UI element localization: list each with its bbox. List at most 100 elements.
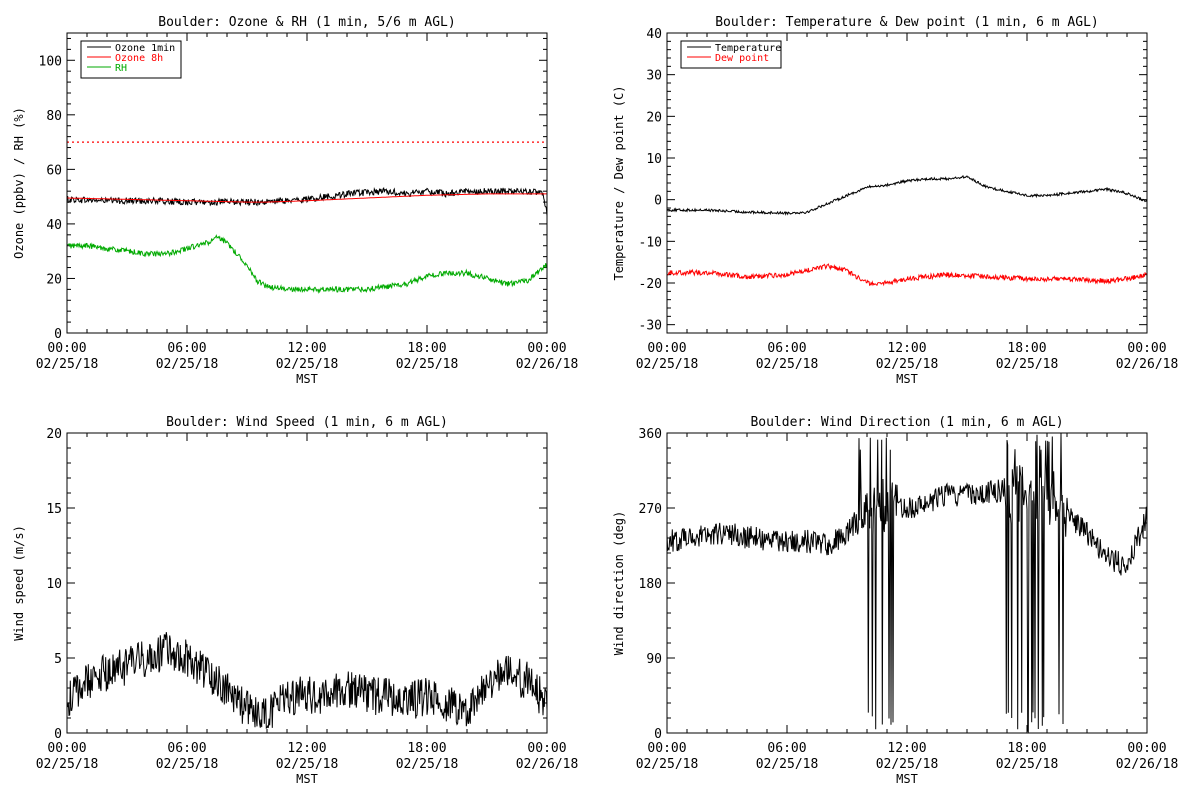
y-tick-label: 0 — [654, 194, 662, 209]
x-tick-label: 00:00 — [527, 341, 566, 356]
y-tick-label: 20 — [46, 427, 62, 442]
y-axis-label: Wind speed (m/s) — [12, 525, 26, 641]
series-line-1 — [67, 187, 547, 216]
x-axis-label: MST — [296, 772, 318, 786]
x-tick-date-label: 02/25/18 — [396, 357, 459, 372]
x-tick-date-label: 02/25/18 — [36, 357, 99, 372]
plot-frame — [66, 32, 548, 334]
legend-label-3: RH — [115, 63, 127, 74]
y-tick-label: 60 — [46, 163, 62, 178]
x-tick-date-label: 02/25/18 — [876, 357, 939, 372]
series-line-2 — [667, 263, 1147, 287]
x-tick-date-label: 02/25/18 — [276, 757, 339, 772]
x-axis-label: MST — [896, 372, 918, 386]
y-axis-label: Temperature / Dew point (C) — [612, 85, 626, 280]
chart-panel-1: Boulder: Ozone & RH (1 min, 5/6 m AGL)00… — [12, 15, 578, 386]
x-tick-label: 12:00 — [287, 741, 326, 756]
series-group — [667, 433, 1147, 733]
x-tick-label: 06:00 — [167, 741, 206, 756]
y-tick-label: 30 — [646, 69, 662, 84]
series-line-3 — [67, 234, 547, 294]
plot-frame — [666, 432, 1148, 734]
series-group — [667, 175, 1147, 287]
chart-title: Boulder: Wind Direction (1 min, 6 m AGL) — [750, 415, 1063, 430]
legend-label-1: Temperature — [715, 43, 781, 54]
x-tick-label: 00:00 — [647, 341, 686, 356]
y-tick-label: 270 — [639, 502, 662, 517]
y-tick-label: 40 — [46, 218, 62, 233]
y-tick-label: -30 — [639, 319, 662, 334]
x-tick-label: 06:00 — [767, 341, 806, 356]
x-tick-label: 12:00 — [887, 341, 926, 356]
x-tick-label: 00:00 — [1127, 341, 1166, 356]
x-tick-date-label: 02/26/18 — [516, 357, 579, 372]
chart-title: Boulder: Temperature & Dew point (1 min,… — [715, 15, 1099, 30]
x-tick-date-label: 02/25/18 — [756, 757, 819, 772]
y-tick-label: 15 — [46, 502, 62, 517]
chart-panel-3: Boulder: Wind Speed (1 min, 6 m AGL) 00:0… — [12, 415, 578, 786]
y-tick-label: -10 — [639, 235, 662, 250]
x-tick-date-label: 02/25/18 — [276, 357, 339, 372]
y-tick-label: 180 — [639, 577, 662, 592]
plot-frame — [666, 32, 1148, 334]
x-tick-date-label: 02/25/18 — [36, 757, 99, 772]
series-line-1 — [67, 632, 547, 729]
x-tick-date-label: 02/26/18 — [516, 757, 579, 772]
y-axis-label: Wind direction (deg) — [612, 511, 626, 656]
chart-title: Boulder: Wind Speed (1 min, 6 m AGL) — [166, 415, 448, 430]
y-axis-label: Ozone (ppbv) / RH (%) — [12, 107, 26, 259]
x-tick-label: 00:00 — [527, 741, 566, 756]
x-tick-label: 00:00 — [47, 341, 86, 356]
x-tick-date-label: 02/25/18 — [756, 357, 819, 372]
x-tick-date-label: 02/25/18 — [996, 757, 1059, 772]
y-tick-label: 360 — [639, 427, 662, 442]
x-tick-date-label: 02/25/18 — [996, 357, 1059, 372]
legend-label-2: Ozone 8h — [115, 53, 163, 64]
x-axis-label: MST — [296, 372, 318, 386]
chart-panel-2: Boulder: Temperature & Dew point (1 min,… — [612, 15, 1178, 386]
x-tick-label: 18:00 — [407, 741, 446, 756]
y-tick-label: 0 — [654, 727, 662, 742]
y-tick-label: 20 — [646, 110, 662, 125]
y-tick-label: 40 — [646, 27, 662, 42]
y-tick-label: 20 — [46, 272, 62, 287]
x-tick-label: 00:00 — [647, 741, 686, 756]
x-tick-date-label: 02/25/18 — [876, 757, 939, 772]
x-tick-label: 00:00 — [1127, 741, 1166, 756]
series-line-1 — [667, 175, 1147, 216]
x-tick-date-label: 02/25/18 — [636, 757, 699, 772]
x-tick-date-label: 02/26/18 — [1116, 357, 1179, 372]
y-tick-label: 0 — [54, 327, 62, 342]
x-tick-date-label: 02/25/18 — [156, 757, 219, 772]
chart-panel-4: Boulder: Wind Direction (1 min, 6 m AGL)… — [612, 415, 1178, 786]
y-tick-label: 10 — [46, 577, 62, 592]
x-tick-date-label: 02/26/18 — [1116, 757, 1179, 772]
y-tick-label: 0 — [54, 727, 62, 742]
plot-frame — [66, 432, 548, 734]
y-tick-label: 80 — [46, 109, 62, 124]
series-line-1 — [667, 433, 1147, 733]
legend-label-2: Dew point — [715, 53, 769, 64]
y-tick-label: 10 — [646, 152, 662, 167]
chart-title: Boulder: Ozone & RH (1 min, 5/6 m AGL) — [158, 15, 455, 30]
x-tick-date-label: 02/25/18 — [156, 357, 219, 372]
legend-box — [680, 40, 782, 69]
legend-label-1: Ozone 1min — [115, 43, 175, 54]
x-tick-label: 18:00 — [1007, 341, 1046, 356]
series-line-2 — [67, 193, 547, 203]
x-tick-label: 06:00 — [767, 741, 806, 756]
y-tick-label: -20 — [639, 277, 662, 292]
x-tick-label: 00:00 — [47, 741, 86, 756]
x-tick-date-label: 02/25/18 — [636, 357, 699, 372]
y-tick-label: 100 — [39, 54, 62, 69]
series-group — [67, 632, 547, 729]
y-tick-label: 90 — [646, 652, 662, 667]
x-axis-label: MST — [896, 772, 918, 786]
x-tick-date-label: 02/25/18 — [396, 757, 459, 772]
x-tick-label: 06:00 — [167, 341, 206, 356]
series-group — [67, 187, 547, 294]
y-tick-label: 5 — [54, 652, 62, 667]
x-tick-label: 18:00 — [1007, 741, 1046, 756]
x-tick-label: 12:00 — [287, 341, 326, 356]
